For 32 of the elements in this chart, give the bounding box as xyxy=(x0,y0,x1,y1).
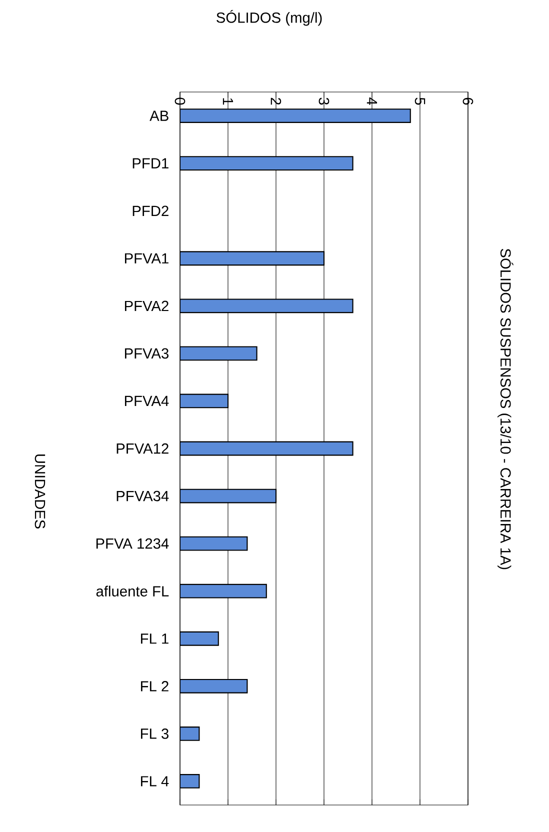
x-tick-label: 3 xyxy=(318,98,330,105)
y-tick-label: PFD1 xyxy=(132,158,168,168)
x-tick-label: 1 xyxy=(222,98,234,105)
y-tick-label: FL 1 xyxy=(141,634,168,644)
y-tick-label: afluente FL xyxy=(96,586,169,596)
x-tick-label: 4 xyxy=(366,98,378,105)
y-tick-label: PFVA 1234 xyxy=(96,538,169,549)
bar xyxy=(180,251,325,266)
y-tick-label: PFVA1 xyxy=(124,253,168,264)
bar xyxy=(180,156,354,171)
bar xyxy=(180,298,354,314)
y-tick-label: PFVA12 xyxy=(116,443,168,454)
bar xyxy=(180,678,248,694)
y-tick-label: PFVA34 xyxy=(116,490,169,502)
x-tick-label: 5 xyxy=(414,98,426,105)
y-tick-label: FL 2 xyxy=(141,681,168,692)
x-tick-label: 6 xyxy=(462,98,474,105)
bar xyxy=(180,108,411,123)
y-tick-label: PFVA3 xyxy=(124,348,169,359)
x-tick-label: 2 xyxy=(270,98,282,105)
y-tick-label: FL 3 xyxy=(141,728,168,739)
y-tick-label: FL 4 xyxy=(141,776,169,786)
y-tick-label: PFVA2 xyxy=(124,300,168,312)
y-tick-label: AB xyxy=(150,110,168,121)
y-tick-label: PFD2 xyxy=(132,206,168,216)
x-tick-label: 0 xyxy=(174,98,186,105)
bar xyxy=(180,441,354,456)
y-tick-label: PFVA4 xyxy=(124,396,169,406)
text: SÓLIDOS SUSPENSOS (13/10 - CARREIRA 1A) xyxy=(498,248,514,570)
bar xyxy=(180,631,219,646)
y-axis-title: UNIDADES xyxy=(34,454,46,528)
x-axis-title: SÓLIDOS (mg/l) xyxy=(216,10,322,26)
